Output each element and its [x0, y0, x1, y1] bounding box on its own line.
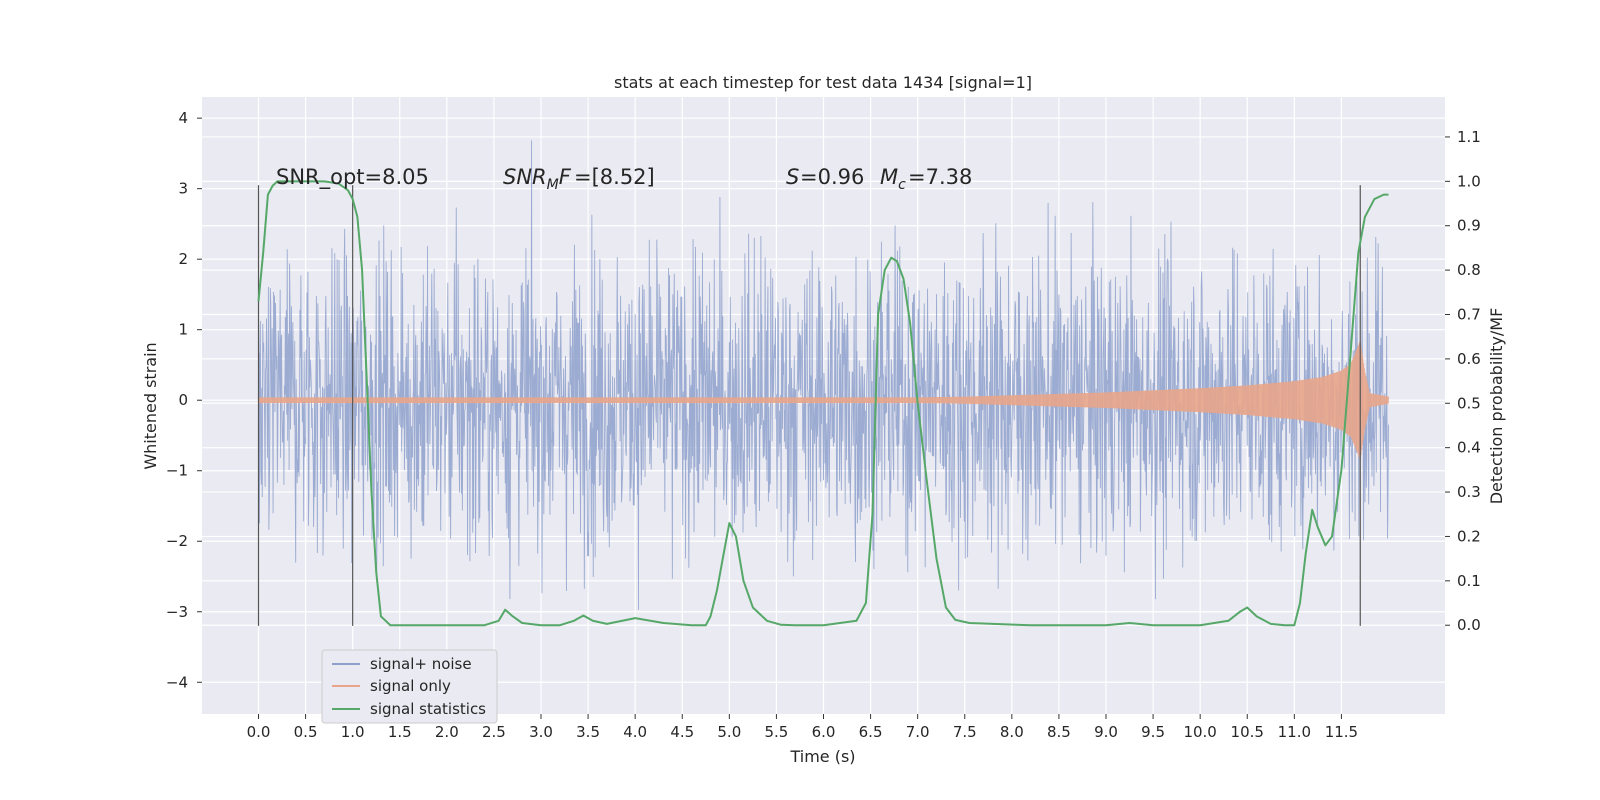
- x-tick-label: 7.0: [906, 723, 930, 741]
- x-tick-label: 6.0: [812, 723, 836, 741]
- signal-only-line: [258, 341, 1389, 461]
- x-tick-label: 10.0: [1183, 723, 1216, 741]
- y-axis-label-left: Whitened strain: [141, 342, 160, 469]
- series-signal-statistics: [257, 180, 1389, 627]
- axes: 0.0 0.5 1.0 1.5 2.0 2.5 3.0 3.5 4.0 4.5 5.0 5.5 6.0 6…: [166, 109, 1481, 741]
- y-tick-label-left: 1: [178, 321, 188, 339]
- snr-mf-symbol: SNRMF: [503, 165, 572, 193]
- legend-label-signal-statistics: signal statistics: [370, 700, 486, 718]
- y-tick-label-right: 0.9: [1457, 217, 1481, 235]
- x-tick-label: 8.5: [1047, 723, 1071, 741]
- x-tick-label: 7.5: [953, 723, 977, 741]
- y-tick-label-left: 0: [178, 391, 188, 409]
- y-tick-label-right: 0.0: [1457, 616, 1481, 634]
- y-axis-label-right: Detection probability/MF: [1487, 308, 1506, 505]
- x-tick-label: 10.5: [1231, 723, 1264, 741]
- legend-label-signal-only: signal only: [370, 677, 451, 695]
- x-tick-label: 0.0: [247, 723, 271, 741]
- y-tick-label-left: −1: [166, 462, 188, 480]
- y-tick-label-right: 1.0: [1457, 172, 1481, 190]
- y-tick-label-left: 2: [178, 250, 188, 268]
- y-tick-label-right: 0.3: [1457, 483, 1481, 501]
- y-tick-label-right: 0.1: [1457, 572, 1481, 590]
- x-tick-label: 11.5: [1325, 723, 1358, 741]
- x-tick-label: 5.5: [764, 723, 788, 741]
- x-tick-label: 4.0: [623, 723, 647, 741]
- y-tick-label-right: 0.5: [1457, 394, 1481, 412]
- series-signal-noise: [258, 140, 1389, 610]
- legend-box: [321, 649, 498, 724]
- x-tick-label: 9.5: [1141, 723, 1165, 741]
- s-symbol: S: [786, 165, 799, 189]
- y-tick-label-left: −3: [166, 603, 188, 621]
- y-tick-label-right: 0.4: [1457, 439, 1481, 457]
- x-tick-label: 1.5: [388, 723, 412, 741]
- x-tick-label: 6.5: [859, 723, 883, 741]
- x-tick-label: 3.0: [529, 723, 553, 741]
- y-tick-label-left: −2: [166, 532, 188, 550]
- y-tick-label-left: −4: [166, 673, 188, 691]
- x-tick-label: 3.5: [576, 723, 600, 741]
- mc-value: =7.38: [908, 165, 972, 189]
- x-tick-label: 1.0: [341, 723, 365, 741]
- chart-title: stats at each timestep for test data 143…: [614, 73, 1032, 92]
- annotation-snr-opt: SNR_opt=8.05: [276, 165, 429, 190]
- x-axis-label: Time (s): [789, 747, 855, 766]
- x-tick-label: 5.0: [717, 723, 741, 741]
- x-tick-label: 11.0: [1278, 723, 1311, 741]
- y-tick-label-right: 0.2: [1457, 527, 1481, 545]
- y-tick-label-right: 0.7: [1457, 306, 1481, 324]
- series-signal-only: [258, 341, 1389, 461]
- y-tick-label-left: 4: [178, 109, 188, 127]
- x-tick-label: 4.5: [670, 723, 694, 741]
- vertical-markers: [257, 185, 1361, 626]
- y-tick-label-right: 0.8: [1457, 261, 1481, 279]
- signal-noise-line: [258, 140, 1389, 610]
- legend-label-signal-noise: signal+ noise: [370, 655, 472, 673]
- y-tick-label-right: 1.1: [1457, 128, 1481, 146]
- annotation-snr-mf: SNRMF =[8.52]: [503, 165, 655, 193]
- x-tick-label: 0.5: [294, 723, 318, 741]
- x-tick-label: 2.5: [482, 723, 506, 741]
- x-tick-label: 8.0: [1000, 723, 1024, 741]
- legend: signal+ noise signal only signal statist…: [321, 649, 498, 724]
- signal-statistics-line: [257, 180, 1389, 627]
- y-tick-label-right: 0.6: [1457, 350, 1481, 368]
- snr-mf-value: =[8.52]: [574, 165, 655, 189]
- y-tick-label-left: 3: [178, 180, 188, 198]
- s-value: =0.96: [800, 165, 864, 189]
- annotation-s-mc: S =0.96 Mc =7.38: [786, 165, 972, 193]
- x-tick-label: 2.0: [435, 723, 459, 741]
- x-tick-label: 9.0: [1094, 723, 1118, 741]
